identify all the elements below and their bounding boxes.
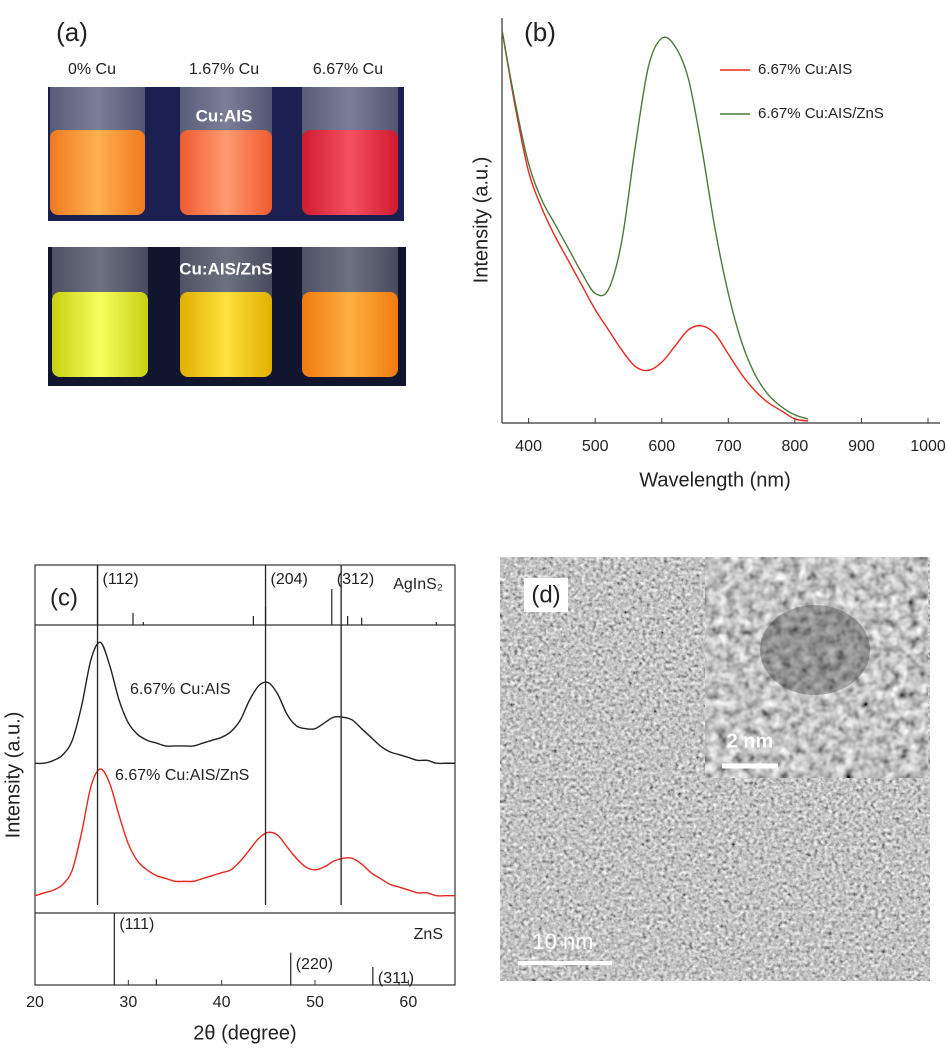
x-tick-label: 400 xyxy=(515,438,542,455)
vial-glass xyxy=(302,87,398,137)
panel-label: (b) xyxy=(524,17,556,47)
x-tick-label: 60 xyxy=(399,994,417,1011)
series-line xyxy=(501,30,809,420)
panel-label: (c) xyxy=(50,584,78,611)
legend-label: 6.67% Cu:AIS xyxy=(758,61,852,78)
x-tick-label: 20 xyxy=(26,994,44,1011)
row-label: Cu:AIS xyxy=(196,106,253,125)
x-tick-label: 500 xyxy=(582,438,609,455)
peak-label: (311) xyxy=(378,970,414,987)
vial xyxy=(50,130,145,215)
legend-label: 6.67% Cu:AIS/ZnS xyxy=(758,105,884,122)
tem-inset xyxy=(704,556,929,779)
nanocrystal xyxy=(760,605,870,695)
peak-label: (312) xyxy=(337,571,374,588)
column-label: 0% Cu xyxy=(68,61,116,78)
reference-name: AgInS₂ xyxy=(393,576,443,593)
series-line xyxy=(34,641,455,765)
vial-glass xyxy=(180,247,272,297)
x-tick-label: 30 xyxy=(119,994,137,1011)
x-tick-label: 50 xyxy=(306,994,324,1011)
reference-name: ZnS xyxy=(414,926,443,943)
vial xyxy=(180,130,272,215)
peak-label: (220) xyxy=(296,956,333,973)
label-box xyxy=(524,578,568,612)
x-tick-label: 700 xyxy=(715,438,742,455)
x-tick-label: 900 xyxy=(848,438,875,455)
vial xyxy=(52,292,148,377)
vial-glass xyxy=(302,247,398,297)
panel-label: (a) xyxy=(56,17,88,47)
peak-label: (204) xyxy=(271,571,308,588)
series-line xyxy=(501,30,809,422)
frame xyxy=(34,564,456,986)
peak-label: (111) xyxy=(119,916,154,933)
y-axis-title: Intensity (a.u.) xyxy=(2,712,24,839)
vial xyxy=(180,292,272,377)
x-tick-label: 600 xyxy=(648,438,675,455)
series-label: 6.67% Cu:AIS/ZnS xyxy=(115,767,249,784)
column-label: 1.67% Cu xyxy=(189,61,259,78)
series-label: 6.67% Cu:AIS xyxy=(130,681,231,698)
vial-glass xyxy=(180,87,272,137)
peak-label: (112) xyxy=(103,571,139,588)
vial xyxy=(302,292,398,377)
vial-glass xyxy=(52,247,148,297)
panel-label: (d) xyxy=(531,581,560,608)
x-tick-label: 800 xyxy=(782,438,809,455)
x-tick-label: 1000 xyxy=(910,438,946,455)
scale-label: 10 nm xyxy=(532,929,593,954)
vial xyxy=(302,130,398,215)
x-axis-title: Wavelength (nm) xyxy=(639,469,791,491)
y-axis-title: Intensity (a.u.) xyxy=(470,157,492,284)
series-line xyxy=(34,768,455,897)
panel-a: (a) 0% Cu 1.67% Cu 6.67% Cu Cu:AIS Cu:AI… xyxy=(48,17,406,386)
x-axis-title: 2θ (degree) xyxy=(193,1022,296,1044)
column-label: 6.67% Cu xyxy=(313,61,383,78)
label-box xyxy=(42,580,86,616)
scale-label: 2 nm xyxy=(727,730,774,752)
row-label: Cu:AIS/ZnS xyxy=(179,259,273,278)
vial-glass xyxy=(50,87,145,137)
x-tick-label: 40 xyxy=(213,994,231,1011)
panel-d: (d) 2 nm 10 nm xyxy=(500,556,930,981)
